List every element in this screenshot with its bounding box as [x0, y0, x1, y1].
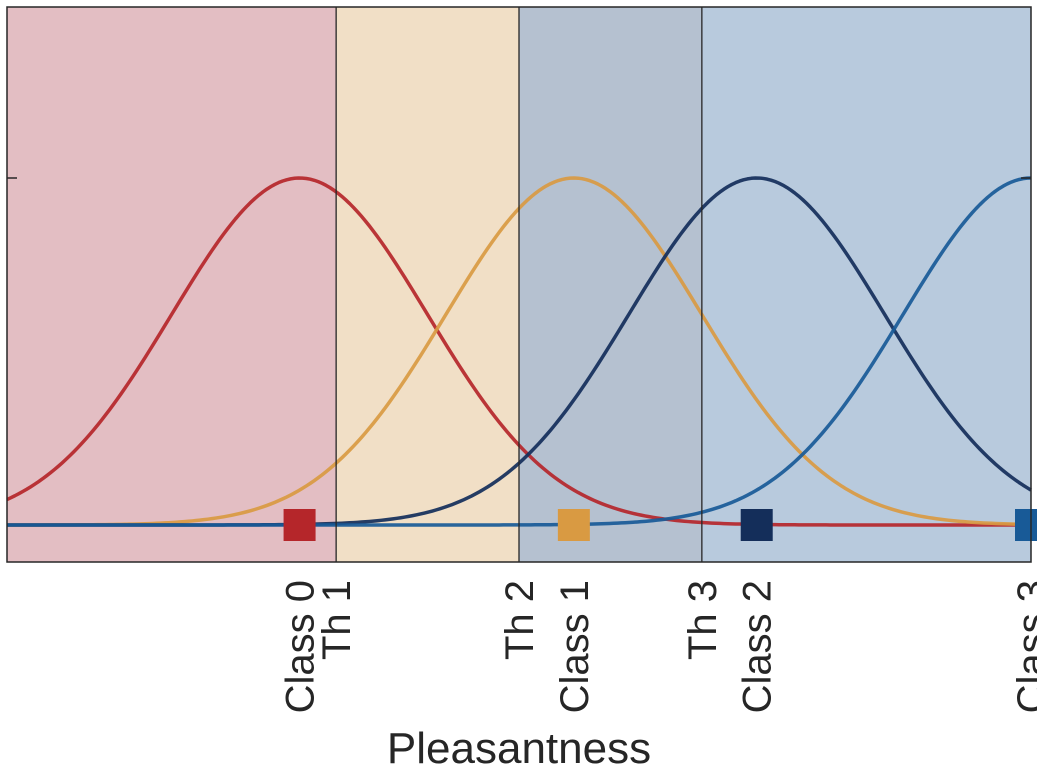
tick-label-th-2: Th 2 [498, 580, 542, 660]
tick-label-class-0: Class 0 [279, 580, 323, 713]
class-1-marker [557, 509, 590, 541]
class-regions [7, 7, 1031, 562]
x-tick-labels: Class 0 Class 1 Class 2 Class 3 Th 1 Th 2 Th 3 [279, 580, 1037, 713]
class-markers [283, 509, 1037, 541]
tick-label-th-1: Th 1 [315, 580, 359, 660]
x-axis-label: Pleasantness [387, 724, 651, 771]
class-region-0 [7, 7, 337, 562]
tick-label-th-3: Th 3 [681, 580, 725, 660]
class-3-marker [1015, 509, 1037, 541]
tick-label-class-2: Class 2 [736, 580, 780, 713]
class-0-marker [283, 509, 316, 541]
class-2-marker [740, 509, 773, 541]
threshold-lines [335, 7, 703, 562]
class-region-1 [336, 7, 519, 562]
tick-label-class-3: Class 3 [1010, 580, 1037, 713]
tick-label-class-1: Class 1 [553, 580, 597, 713]
plot-frame [6, 6, 1032, 563]
class-region-2 [519, 7, 702, 562]
